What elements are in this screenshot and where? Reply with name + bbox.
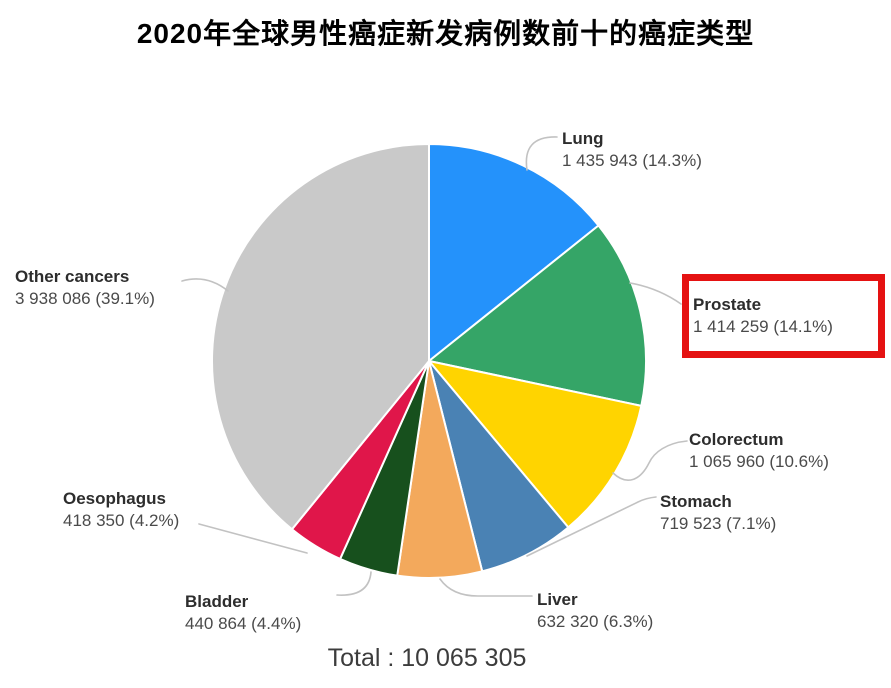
- slice-value: 632 320 (6.3%): [537, 612, 654, 631]
- slice-name: Lung: [562, 129, 604, 148]
- chart-title: 2020年全球男性癌症新发病例数前十的癌症类型: [136, 18, 755, 49]
- leader-line-liver: [439, 578, 533, 597]
- pie-slices: [210, 143, 647, 579]
- slice-label-stomach: Stomach 719 523 (7.1%): [660, 491, 776, 535]
- slice-name: Liver: [537, 590, 578, 609]
- pie-slice-prostate[interactable]: [428, 224, 647, 407]
- slice-label-lung: Lung 1 435 943 (14.3%): [562, 128, 702, 172]
- slice-label-liver: Liver 632 320 (6.3%): [537, 589, 653, 633]
- slice-name: Oesophagus: [63, 489, 166, 508]
- highlight-box: [682, 274, 885, 358]
- leader-line-colorectum: [612, 440, 688, 482]
- slice-value: 1 435 943 (14.3%): [562, 151, 702, 170]
- slice-name: Bladder: [185, 592, 249, 611]
- slice-name: Stomach: [660, 492, 732, 511]
- slice-label-bladder: Bladder 440 864 (4.4%): [185, 591, 301, 635]
- leader-line-prostate: [629, 282, 682, 305]
- pie-slice-colorectum[interactable]: [428, 360, 643, 529]
- leader-lines: [181, 136, 688, 597]
- slice-name: Colorectum: [689, 430, 784, 449]
- slice-value: 440 864 (4.4%): [185, 614, 302, 633]
- slice-label-colorectum: Colorectum 1 065 960 (10.6%): [689, 429, 829, 473]
- leader-line-stomach: [526, 496, 657, 557]
- slice-label-other-cancers: Other cancers 3 938 086 (39.1%): [15, 266, 155, 310]
- pie-slice-lung[interactable]: [428, 143, 600, 362]
- slice-value: 3 938 086 (39.1%): [15, 289, 155, 308]
- total-label: Total : 10 065 305: [327, 644, 527, 672]
- slice-value: 719 523 (7.1%): [660, 514, 777, 533]
- slice-name: Prostate: [693, 295, 762, 314]
- slice-label-prostate: Prostate 1 414 259 (14.1%): [693, 294, 833, 338]
- slice-value: 418 350 (4.2%): [63, 511, 180, 530]
- leader-line-oesophagus: [198, 523, 308, 554]
- slice-value: 1 414 259 (14.1%): [693, 317, 833, 336]
- slice-label-oesophagus: Oesophagus 418 350 (4.2%): [63, 488, 179, 532]
- leader-line-lung: [525, 136, 558, 171]
- leader-line-bladder: [336, 571, 372, 596]
- leader-line-other-cancers: [181, 278, 229, 292]
- slice-name: Other cancers: [15, 267, 130, 286]
- slice-value: 1 065 960 (10.6%): [689, 452, 829, 471]
